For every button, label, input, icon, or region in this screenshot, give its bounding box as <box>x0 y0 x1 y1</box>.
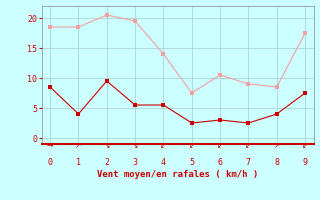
Text: ↗: ↗ <box>75 141 82 150</box>
Text: ↗: ↗ <box>274 141 280 150</box>
Text: ↘: ↘ <box>104 141 110 150</box>
X-axis label: Vent moyen/en rafales ( km/h ): Vent moyen/en rafales ( km/h ) <box>97 170 258 179</box>
Text: ↙: ↙ <box>302 141 308 150</box>
Text: ↙: ↙ <box>188 141 195 150</box>
Text: →: → <box>47 141 53 150</box>
Text: ↘: ↘ <box>132 141 138 150</box>
Text: ↙: ↙ <box>160 141 167 150</box>
Text: ↙: ↙ <box>245 141 252 150</box>
Text: ↙: ↙ <box>217 141 223 150</box>
